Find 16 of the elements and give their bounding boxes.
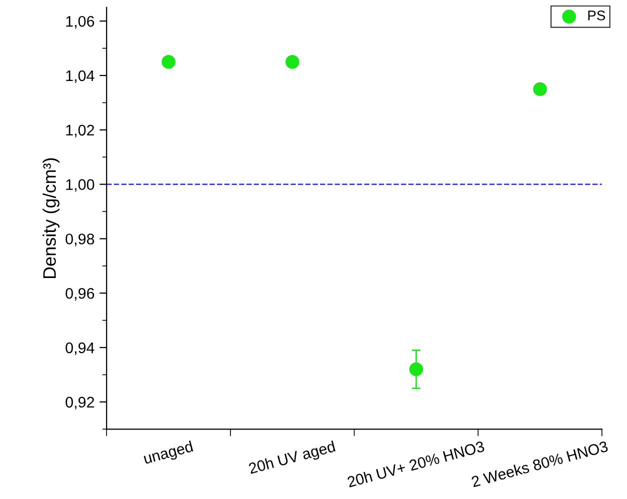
y-tick-label: 1,00 <box>66 179 94 192</box>
point <box>533 82 547 96</box>
y-tick-label: 1,04 <box>66 70 94 83</box>
point <box>285 54 300 69</box>
y-tick-label: 0,94 <box>66 342 94 356</box>
y-tick-label: 1,06 <box>66 16 94 29</box>
y-tick-label: 1,02 <box>66 124 94 138</box>
legend-label: PS <box>588 10 606 20</box>
y-tick-label: 0,96 <box>66 288 94 301</box>
x-tick-label: 20h UV aged <box>248 440 336 477</box>
point <box>409 362 424 376</box>
y-tick-label: 0,92 <box>66 396 94 410</box>
x-tick-label: unaged <box>143 440 194 467</box>
y-tick-label: 0,98 <box>66 234 94 246</box>
y-axis-title: Density (g/cm³) <box>42 158 60 278</box>
point <box>162 54 176 69</box>
